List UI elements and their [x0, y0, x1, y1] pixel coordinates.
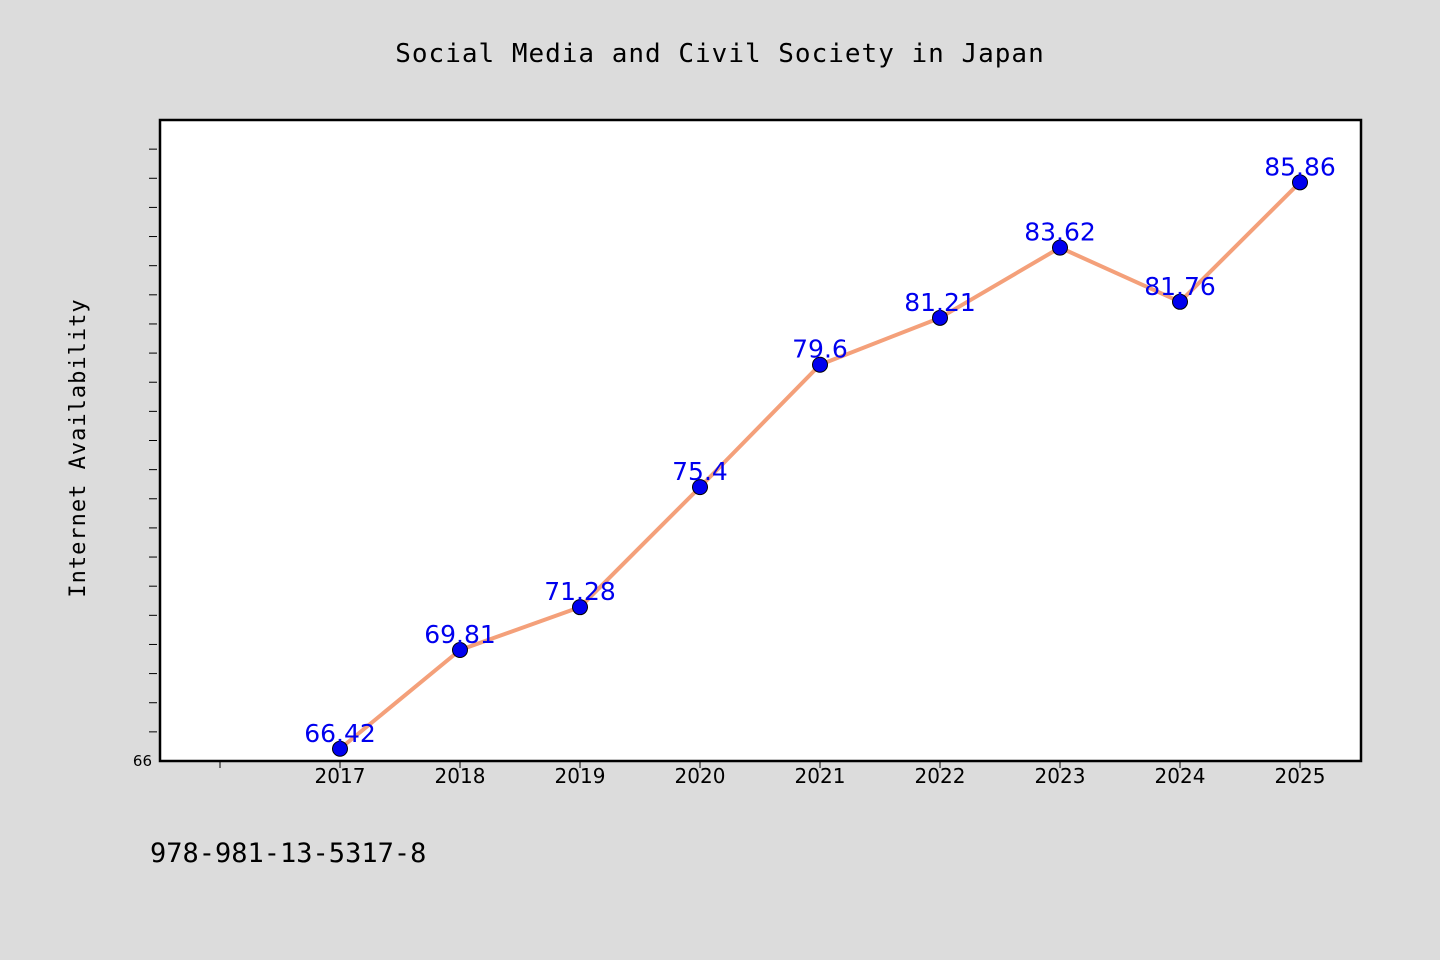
data-point: [1292, 174, 1308, 191]
data-label: 81.21: [904, 288, 976, 317]
data-labels: 66.42 69.81 71.28 75.4 79.6 81.21 83.62 81.76 85…: [304, 152, 1336, 747]
x-tick-label: 2021: [795, 764, 846, 788]
plot-area: [158, 118, 1363, 763]
x-tick-label: 2022: [915, 764, 966, 788]
isbn-text: 978-981-13-5317-8: [150, 838, 426, 869]
data-label: 83.62: [1024, 218, 1096, 247]
data-point: [1052, 239, 1068, 256]
data-label: 69.81: [424, 620, 496, 649]
data-point: [932, 309, 948, 326]
data-point: [812, 356, 828, 373]
data-point: [452, 641, 468, 658]
data-label: 85.86: [1264, 152, 1336, 181]
data-label: 79.6: [792, 335, 848, 364]
y-axis-ticks: 66: [133, 148, 157, 770]
data-point: [572, 599, 588, 616]
data-markers: [332, 174, 1308, 757]
chart-title: Social Media and Civil Society in Japan: [395, 39, 1044, 69]
x-tick-label: 2019: [555, 764, 606, 788]
data-label: 66.42: [304, 719, 376, 748]
data-point: [1172, 293, 1188, 310]
data-point: [332, 740, 348, 757]
x-tick-label: 2024: [1155, 764, 1206, 788]
data-point: [692, 479, 708, 496]
data-label: 75.4: [672, 457, 728, 486]
y-axis-label: Internet Availability: [66, 298, 91, 597]
y-tick-label: 66: [133, 752, 152, 770]
x-tick-label: 2023: [1035, 764, 1086, 788]
data-label: 71.28: [544, 577, 616, 606]
data-label: 81.76: [1144, 272, 1216, 301]
x-axis-ticks: 2017 2018 2019 2020 2021 2022 2023 2024 2025: [219, 762, 1326, 788]
x-tick-label: 2018: [435, 764, 486, 788]
x-tick-label: 2025: [1275, 764, 1326, 788]
x-tick-label: 2020: [675, 764, 726, 788]
x-tick-label: 2017: [315, 764, 366, 788]
